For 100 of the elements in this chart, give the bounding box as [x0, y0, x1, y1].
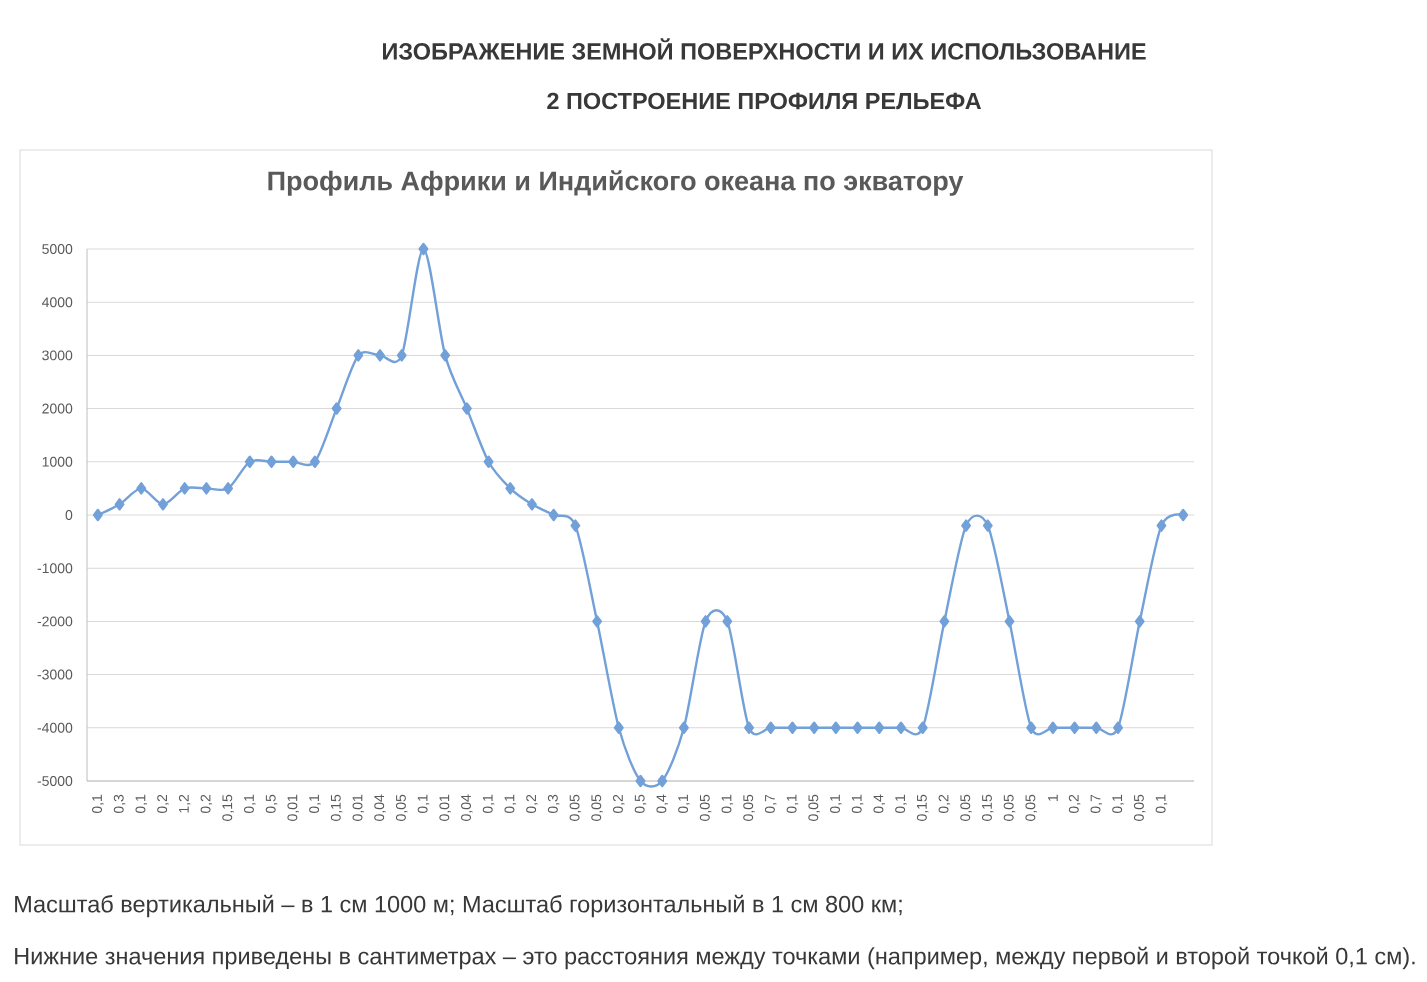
point: [1178, 508, 1189, 522]
point: [1069, 721, 1080, 734]
point: [1004, 615, 1015, 628]
x-tick-label: 0,1: [830, 794, 842, 814]
y-tick-label: -3000: [37, 669, 73, 680]
point: [700, 615, 711, 628]
x-tick-label: 0,05: [743, 794, 755, 821]
y-tick-label: 4000: [41, 297, 73, 308]
x-tick-label: 0,05: [808, 794, 820, 821]
x-tick-label: 0,2: [938, 794, 951, 814]
x-tick-label: 0,01: [287, 794, 299, 821]
y-tick-label: 0: [65, 510, 73, 520]
point: [613, 721, 624, 734]
point: [136, 482, 147, 495]
point: [266, 455, 277, 468]
point: [244, 455, 255, 468]
point: [375, 349, 385, 362]
x-tick-label: 0,4: [656, 794, 668, 814]
point: [505, 482, 516, 495]
point: [309, 455, 320, 468]
x-tick-label: 0,05: [591, 794, 603, 821]
x-tick-label: 0,7: [1090, 794, 1103, 814]
x-tick-label: 0,1: [244, 794, 256, 814]
point: [461, 402, 472, 415]
text: 2 ПОСТРОЕНИЕ ПРОФИЛЯ РЕЛЬЕФА: [547, 92, 982, 110]
x-tick-label: 0,1: [482, 794, 495, 814]
x-tick-label: 0,4: [873, 794, 886, 814]
point: [852, 721, 863, 734]
x-tick-label: 0,05: [569, 794, 582, 821]
x-tick-label: 0,05: [699, 794, 712, 821]
x-tick-label: 0,04: [374, 794, 386, 821]
x-tick-label: 0,3: [113, 794, 126, 814]
x-tick-label: 0,1: [851, 794, 864, 814]
x-tick-label: 0,3: [547, 794, 560, 814]
x-tick-label: 0,05: [395, 794, 408, 821]
y-tick-label: 2000: [42, 403, 73, 414]
x-tick-label: 0,5: [634, 794, 647, 814]
y-tick-label: 3000: [42, 350, 73, 361]
point: [635, 774, 646, 788]
point: [939, 615, 950, 628]
x-tick-label: 0,1: [678, 794, 690, 814]
text: Масштаб вертикальный – в 1 см 1000 м; Масштаб горизонтальный в 1 см 800 км;: [15, 894, 902, 918]
text: Нижние значения приведены в сантиметрах – это расстояния между точками (например, между первой и второй точкой 0,1 см).: [15, 946, 1415, 970]
point: [570, 519, 581, 532]
x-tick-label: 0,7: [764, 794, 777, 814]
x-tick-label: 0,2: [526, 794, 538, 814]
point: [92, 508, 103, 522]
text: ИЗОБРАЖЕНИЕ ЗЕМНОЙ ПОВЕРХНОСТИ И ИХ ИСПОЛЬЗОВАНИЕ: [383, 38, 1146, 60]
point: [158, 498, 168, 511]
point: [483, 455, 494, 468]
point: [223, 482, 234, 495]
x-tick-label: 0,5: [265, 794, 278, 814]
x-tick-label: 1: [1048, 794, 1058, 801]
point: [678, 721, 689, 734]
x-tick-label: 0,01: [439, 794, 451, 821]
point: [440, 349, 451, 362]
point: [114, 498, 125, 511]
x-tick-label: 0,1: [135, 794, 148, 814]
point: [744, 721, 754, 734]
point: [201, 482, 212, 495]
point: [548, 508, 559, 522]
x-tick-label: 0,15: [916, 794, 929, 821]
point: [592, 615, 603, 628]
x-tick-label: 0,2: [613, 794, 625, 814]
point: [896, 721, 906, 734]
y-tick-label: -1000: [37, 563, 73, 574]
x-tick-label: 0,01: [352, 794, 365, 821]
point: [917, 721, 928, 734]
point: [1026, 721, 1037, 734]
x-tick-label: 0,05: [1003, 794, 1016, 821]
point: [1134, 615, 1145, 628]
x-tick-label: 0,05: [1133, 794, 1146, 821]
x-tick-label: 0,1: [895, 794, 907, 814]
point: [1091, 721, 1102, 734]
point: [288, 455, 299, 468]
point: [353, 349, 364, 362]
x-tick-label: 0,1: [309, 794, 321, 814]
point: [961, 519, 972, 532]
x-tick-label: 0,04: [461, 794, 473, 821]
x-tick-label: 0,2: [1068, 794, 1081, 814]
point: [874, 721, 885, 734]
x-tick-label: 0,1: [1112, 794, 1124, 814]
point: [1047, 721, 1058, 734]
point: [527, 498, 537, 511]
point: [830, 721, 841, 734]
x-tick-label: 0,2: [200, 794, 213, 814]
x-tick-label: 0,15: [982, 794, 994, 821]
point: [809, 721, 820, 734]
chart-title: Профиль Африки и Индийского океана по экватору: [268, 170, 964, 196]
x-tick-label: 0,15: [330, 794, 343, 821]
x-tick-label: 0,1: [786, 794, 799, 814]
x-tick-label: 0,05: [960, 794, 972, 821]
point: [396, 349, 407, 362]
x-tick-label: 0,1: [92, 794, 104, 814]
x-tick-label: 0,15: [222, 794, 234, 821]
point: [179, 482, 190, 495]
point: [722, 615, 733, 628]
point: [1156, 519, 1167, 532]
y-tick-label: -5000: [37, 776, 73, 786]
point: [1113, 721, 1123, 734]
